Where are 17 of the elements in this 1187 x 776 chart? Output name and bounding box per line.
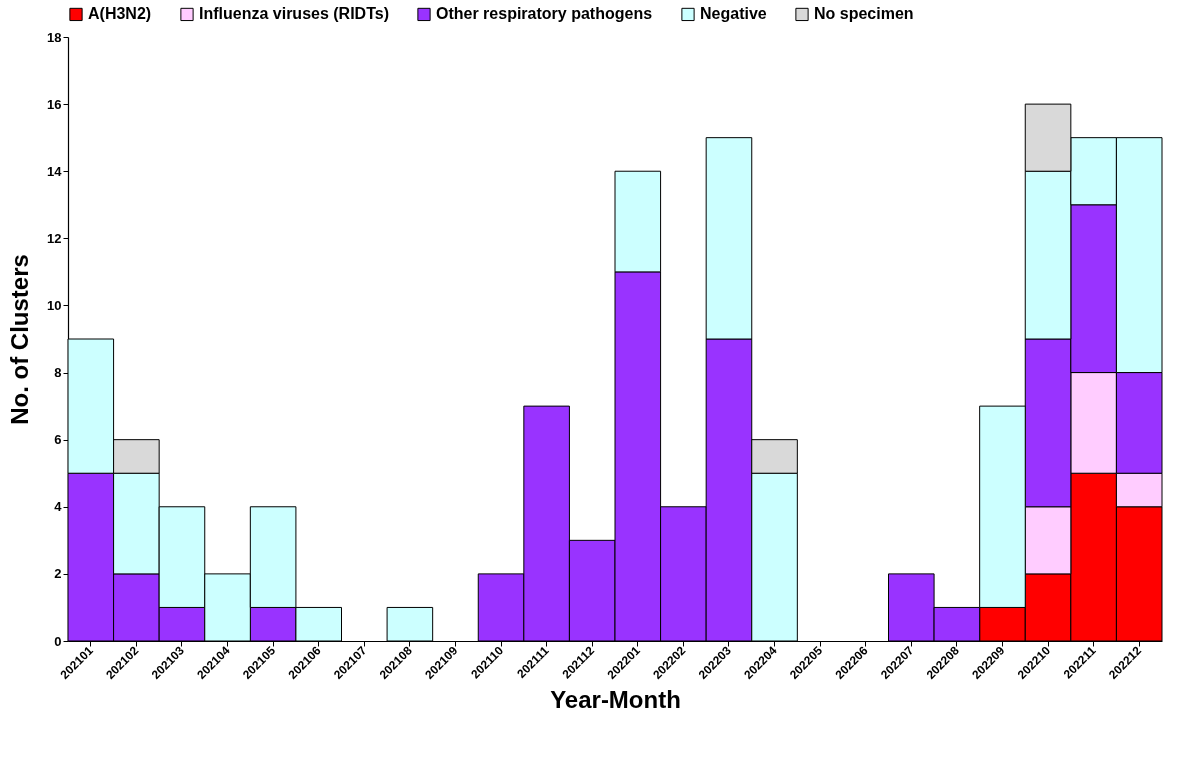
legend-label: No specimen (814, 5, 914, 23)
y-tick-label: 18 (47, 29, 62, 45)
y-tick-label: 4 (54, 499, 63, 515)
y-tick-label: 14 (47, 163, 63, 179)
legend-label: Other respiratory pathogens (436, 5, 653, 23)
y-tick-label: 6 (54, 432, 62, 448)
y-tick-label: 12 (47, 230, 62, 246)
y-axis-title: No. of Clusters (6, 254, 34, 425)
legend-label: Negative (700, 5, 767, 23)
y-tick-label: 16 (47, 96, 62, 112)
y-tick-label: 0 (54, 633, 62, 649)
x-axis-title: Year-Month (550, 686, 681, 714)
legend-label: Influenza viruses (RIDTs) (199, 5, 389, 23)
y-tick-label: 2 (54, 566, 62, 582)
y-tick-label: 10 (47, 297, 62, 313)
legend-label: A(H3N2) (88, 5, 152, 23)
y-tick-label: 8 (54, 365, 62, 381)
